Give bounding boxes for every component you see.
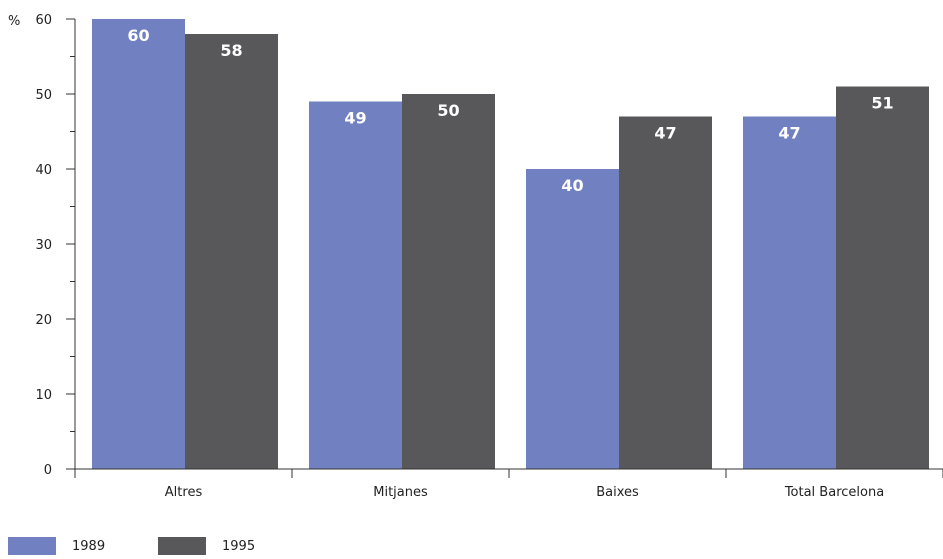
x-category-label: Altres	[165, 485, 203, 500]
bar-1989-mitjanes	[309, 101, 402, 469]
x-axis: Altres Mitjanes Baixes Total Barcelona	[66, 468, 943, 500]
y-tick-label: 0	[44, 463, 52, 478]
bars: 60 58 49 50 40 47 47 51	[92, 19, 929, 469]
bar-1995-total-barcelona	[836, 86, 929, 469]
y-tick-label: 30	[35, 238, 52, 253]
data-label: 47	[778, 124, 800, 143]
legend-item-1995: 1995	[158, 537, 255, 555]
y-tick-label: 40	[35, 163, 52, 178]
data-label: 60	[127, 26, 149, 45]
data-label: 58	[220, 41, 242, 60]
bar-1995-mitjanes	[402, 94, 495, 469]
x-category-label: Total Barcelona	[784, 485, 884, 500]
y-tick-label: 60	[35, 13, 52, 28]
data-label: 40	[561, 176, 583, 195]
data-label: 50	[437, 101, 459, 120]
legend-swatch-1989	[8, 537, 56, 555]
y-tick-label: 10	[35, 388, 52, 403]
x-category-label: Mitjanes	[373, 485, 428, 500]
bar-1995-altres	[185, 34, 278, 469]
bar-1989-altres	[92, 19, 185, 469]
legend-label-1995: 1995	[222, 538, 256, 554]
legend-label-1989: 1989	[72, 538, 106, 554]
legend-item-1989: 1989	[8, 537, 105, 555]
data-label: 51	[871, 94, 893, 113]
x-category-label: Baixes	[596, 485, 639, 500]
legend: 1989 1995	[0, 537, 943, 559]
y-tick-label: 20	[35, 313, 52, 328]
y-tick-label: 50	[35, 88, 52, 103]
y-axis-unit-label: %	[8, 14, 20, 29]
bar-1989-baixes	[526, 169, 619, 469]
bar-1989-total-barcelona	[743, 116, 836, 469]
data-label: 47	[654, 124, 676, 143]
bar-1995-baixes	[619, 116, 712, 469]
bar-chart: % 0 10 20 30 40 50 60 60 58 49 50 40 47 47 51 Altres M…	[8, 13, 943, 500]
legend-swatch-1995	[158, 537, 206, 555]
data-label: 49	[344, 109, 366, 128]
y-axis-ticks: 0 10 20 30 40 50 60	[35, 13, 76, 478]
